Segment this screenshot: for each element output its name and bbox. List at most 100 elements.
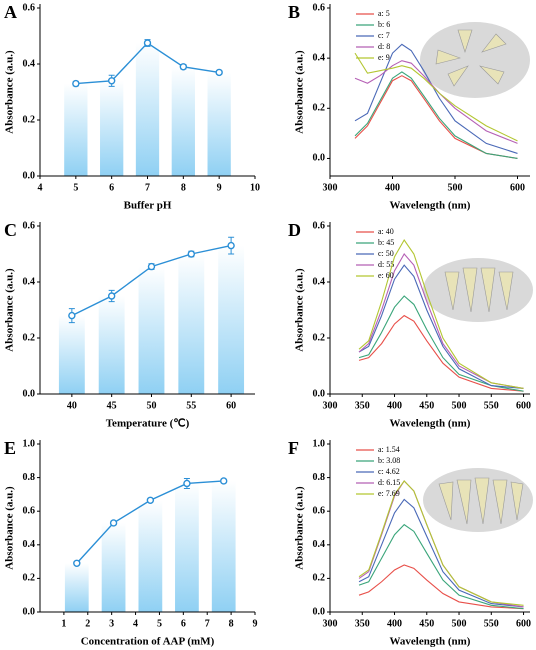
y-tick-label: 0.0 — [313, 606, 326, 617]
data-point — [146, 496, 155, 504]
legend-label: b: 6 — [378, 20, 390, 29]
panel: A Buffer pH Absorbance (a.u.) 0.0 0.2 0.4 0.6 4… — [4, 2, 260, 211]
legend-label: d: 8 — [378, 42, 390, 51]
x-axis-title: Wavelength (nm) — [390, 418, 471, 430]
panel: F Wavelength (nm) Absorbance (a.u.) 0.0 0.2 0… — [288, 438, 531, 647]
y-tick-label: 0.0 — [313, 153, 326, 164]
x-tick-label: 550 — [484, 400, 499, 411]
data-point — [72, 79, 80, 88]
panel-letter: A — [4, 2, 17, 22]
y-tick-label: 0.0 — [23, 170, 36, 181]
bar — [64, 563, 89, 612]
data-point — [220, 477, 228, 485]
x-tick-label: 500 — [452, 400, 467, 411]
axes — [39, 4, 255, 177]
legend-label: d: 6.15 — [378, 478, 400, 487]
legend-label: c: 7 — [378, 31, 390, 40]
axes — [39, 222, 255, 395]
x-tick-label: 6 — [181, 618, 186, 629]
data-point — [227, 241, 235, 250]
spectrum-line — [358, 480, 524, 606]
y-tick-label: 0.4 — [23, 58, 36, 69]
spectrum-line — [358, 523, 524, 610]
panel-letter: D — [288, 220, 301, 240]
y-tick-label: 1.0 — [23, 438, 36, 449]
x-tick-label: 300 — [323, 400, 338, 411]
data-point — [109, 519, 118, 527]
axes — [329, 440, 530, 613]
x-tick-label: 600 — [516, 618, 531, 629]
y-tick-label: 0.6 — [313, 220, 326, 231]
x-tick-label: 6 — [109, 182, 114, 193]
inset-photo — [420, 22, 530, 98]
y-axis-title: Absorbance (a.u.) — [4, 486, 16, 570]
bar — [100, 80, 124, 176]
data-point — [183, 479, 191, 488]
spectrum-line — [358, 253, 524, 389]
legend-label: a: 5 — [378, 9, 390, 18]
x-tick-label: 300 — [323, 182, 338, 193]
x-axis-title: Buffer pH — [124, 200, 172, 212]
y-tick-label: 0.6 — [313, 2, 326, 13]
y-tick-label: 0.0 — [23, 606, 36, 617]
y-tick-label: 0.6 — [23, 505, 36, 516]
y-tick-label: 0.8 — [313, 472, 326, 483]
data-point — [143, 39, 152, 47]
y-tick-label: 0.2 — [23, 332, 36, 343]
x-tick-label: 8 — [229, 618, 234, 629]
x-tick-label: 600 — [510, 182, 525, 193]
x-tick-label: 4 — [133, 618, 138, 629]
x-tick-label: 5 — [73, 182, 78, 193]
legend-label: d: 55 — [378, 260, 394, 269]
bar — [218, 245, 245, 394]
x-tick-label: 500 — [452, 618, 467, 629]
data-point — [147, 262, 156, 271]
legend-label: c: 4.62 — [378, 467, 400, 476]
y-axis-title: Absorbance (a.u.) — [294, 486, 306, 570]
axes — [329, 4, 530, 177]
spectrum-line — [358, 314, 524, 392]
y-tick-label: 0.4 — [313, 539, 326, 550]
x-tick-label: 10 — [250, 182, 260, 193]
data-point — [107, 77, 116, 85]
x-tick-label: 2 — [85, 618, 90, 629]
data-point — [107, 292, 116, 300]
spectrum-line — [358, 564, 524, 610]
data-point — [73, 559, 81, 567]
data-point — [179, 63, 188, 71]
legend-label: a: 40 — [378, 227, 394, 236]
panel-letter: C — [4, 220, 17, 240]
x-axis-title: Temperature (℃) — [106, 418, 190, 430]
bar — [58, 315, 85, 394]
spectrum-line — [354, 71, 518, 159]
legend-label: e: 7.69 — [378, 489, 400, 498]
data-point — [68, 311, 76, 320]
inset-photo — [423, 468, 533, 532]
y-tick-label: 0.4 — [313, 276, 326, 287]
y-tick-label: 0.8 — [23, 472, 36, 483]
y-tick-label: 1.0 — [313, 438, 326, 449]
x-tick-label: 300 — [323, 618, 338, 629]
legend-label: a: 1.54 — [378, 445, 400, 454]
x-tick-label: 40 — [67, 400, 77, 411]
x-tick-label: 60 — [226, 400, 236, 411]
bar — [135, 43, 160, 176]
data-point — [215, 68, 223, 77]
bar — [64, 83, 88, 176]
x-axis-title: Concentration of AAP (mM) — [81, 636, 215, 648]
panel-letter: E — [4, 438, 16, 458]
x-tick-label: 450 — [419, 618, 434, 629]
y-tick-label: 0.6 — [23, 220, 36, 231]
y-tick-label: 0.2 — [23, 114, 36, 125]
spectrum-line — [354, 60, 518, 144]
legend-label: b: 45 — [378, 238, 394, 247]
x-tick-label: 45 — [107, 400, 117, 411]
panel: C Temperature (℃) Absorbance (a.u.) 0.0 0.2 0… — [4, 220, 255, 430]
bar — [138, 500, 163, 612]
data-point — [187, 250, 195, 258]
spectrum-line — [354, 52, 518, 142]
legend-label: e: 60 — [378, 271, 394, 280]
bar — [211, 480, 236, 612]
y-axis-title: Absorbance (a.u.) — [4, 268, 16, 352]
bar — [98, 296, 125, 394]
